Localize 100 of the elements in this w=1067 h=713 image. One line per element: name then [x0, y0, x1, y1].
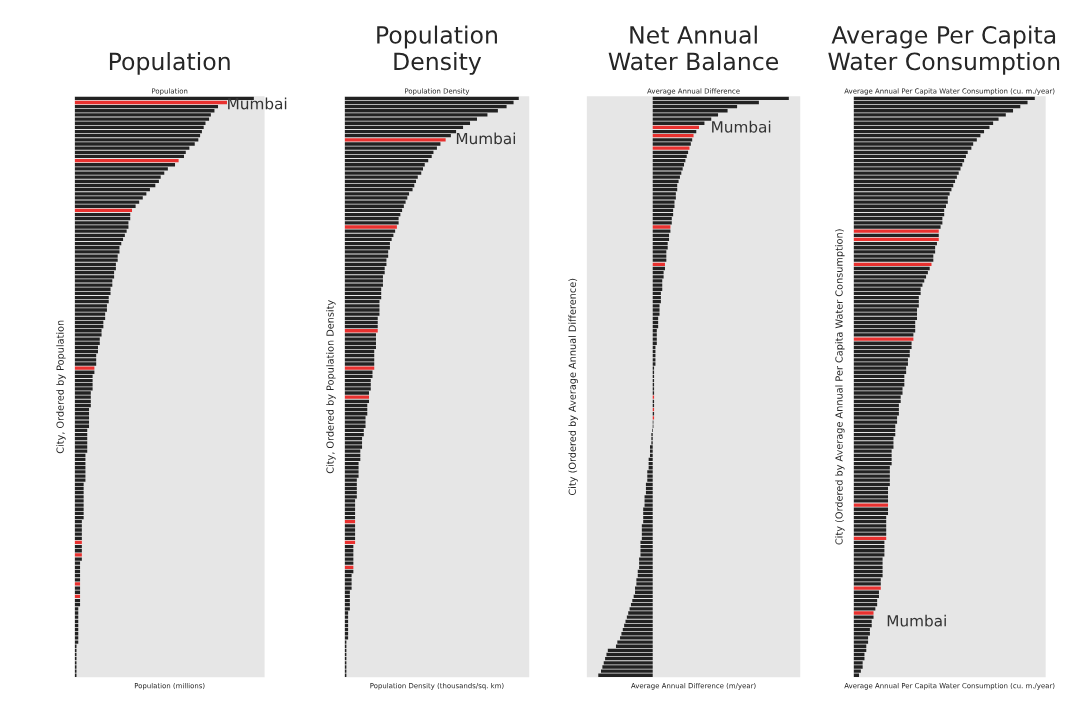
bar [344, 490, 357, 495]
bar [853, 457, 892, 462]
bar [652, 96, 789, 100]
bar [344, 333, 376, 337]
bar [344, 486, 357, 491]
bar [344, 271, 385, 275]
bar [853, 204, 947, 208]
bar [853, 528, 887, 532]
bar [853, 300, 919, 304]
bar [74, 387, 93, 391]
bar [344, 424, 366, 428]
bar [74, 445, 88, 449]
bar [344, 275, 383, 279]
bar [74, 163, 176, 167]
bar [853, 287, 921, 291]
bar [344, 329, 378, 333]
bar [344, 387, 371, 391]
bar [74, 212, 131, 217]
bar [74, 304, 107, 308]
bar [853, 665, 863, 669]
bar [74, 486, 84, 491]
bar [853, 154, 966, 159]
bar [344, 370, 373, 374]
bar [853, 237, 939, 242]
bar [652, 146, 690, 150]
bar [605, 657, 653, 661]
bar [74, 300, 109, 304]
bar [853, 578, 881, 582]
bar [344, 478, 357, 482]
bar [601, 669, 653, 673]
bar [74, 175, 161, 179]
bar [853, 250, 936, 254]
bar [344, 158, 429, 163]
bar [74, 507, 84, 511]
bar [344, 208, 403, 213]
bar [74, 100, 227, 105]
bar [74, 474, 86, 478]
bar [622, 627, 653, 632]
bar [652, 275, 664, 279]
bar [853, 221, 943, 225]
bar [74, 337, 100, 341]
bar [640, 540, 653, 545]
bar [344, 200, 406, 204]
bar [853, 254, 934, 258]
bar [344, 524, 356, 528]
bar [853, 183, 954, 188]
bar [853, 349, 910, 354]
bar [74, 341, 100, 345]
bar [652, 171, 682, 175]
bar [853, 354, 910, 358]
bar [853, 225, 941, 229]
bar [853, 640, 869, 644]
bar [853, 167, 961, 171]
bar [853, 229, 939, 233]
bar [620, 636, 653, 640]
bar [645, 490, 653, 495]
bar [652, 304, 660, 308]
bar [853, 233, 939, 237]
bar [853, 553, 885, 557]
bar [74, 391, 91, 395]
bar [853, 416, 898, 420]
bar [344, 324, 378, 329]
bar [853, 266, 930, 271]
bar [853, 295, 919, 300]
bar [853, 412, 899, 416]
bar [853, 607, 876, 611]
bar [645, 482, 653, 486]
bar [74, 532, 82, 536]
bar [853, 623, 872, 628]
bar [853, 333, 914, 337]
bar [617, 640, 653, 644]
bar [853, 420, 898, 424]
bar [344, 607, 350, 611]
bar [853, 134, 981, 138]
bar [643, 511, 653, 516]
bar [853, 241, 937, 246]
bar [652, 283, 663, 287]
bar [344, 187, 413, 192]
bar [74, 217, 131, 221]
bar [853, 582, 881, 586]
bar [344, 474, 359, 478]
bar [74, 283, 113, 287]
bar [639, 565, 653, 570]
bar [74, 416, 90, 420]
bar [853, 138, 977, 142]
bar [853, 171, 959, 175]
bar [853, 163, 963, 167]
bar [640, 544, 653, 549]
bar [344, 241, 390, 246]
bar [74, 636, 79, 640]
bar [344, 482, 357, 486]
bar [603, 661, 653, 665]
chart-title: Net Annual Water Balance [608, 25, 779, 71]
bar [853, 275, 927, 279]
bar [344, 154, 432, 159]
bar [652, 333, 657, 337]
bar [853, 466, 890, 470]
bar [74, 129, 202, 134]
bar [853, 532, 887, 536]
bar [652, 279, 663, 283]
